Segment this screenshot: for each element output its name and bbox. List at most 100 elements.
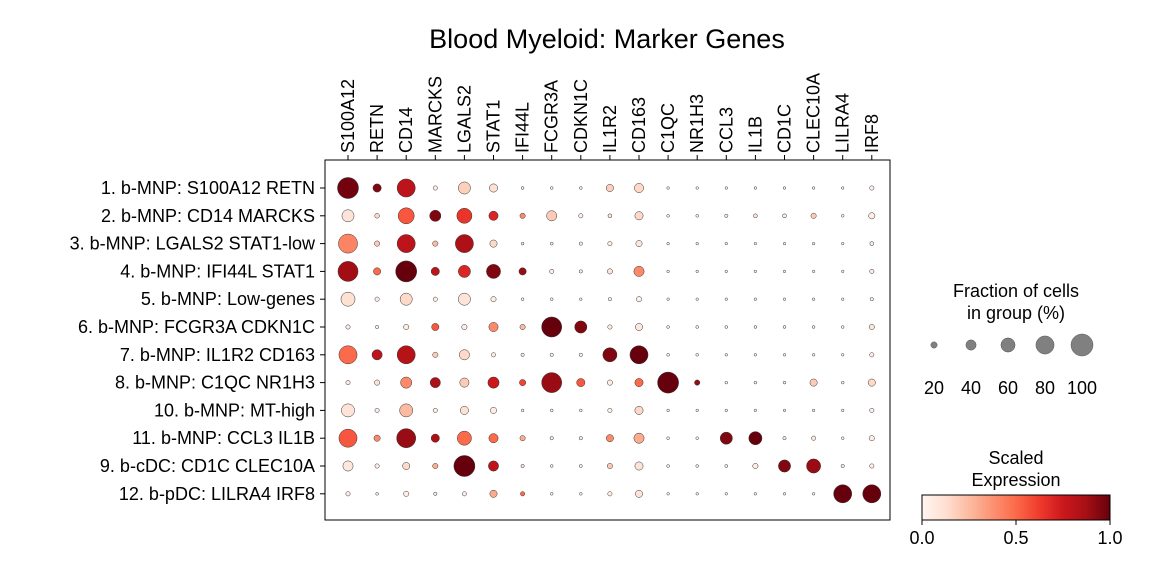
dot [812, 408, 816, 412]
gene-label: LGALS2 [454, 85, 474, 153]
gene-label: IL1R2 [600, 105, 620, 153]
dot [753, 353, 757, 357]
dot [841, 297, 845, 301]
dot [550, 408, 554, 413]
dot [579, 408, 583, 413]
dot [724, 492, 728, 496]
dot [520, 297, 525, 301]
dot [695, 464, 699, 468]
dot [399, 403, 414, 418]
dot [461, 324, 468, 330]
group-label: 8. b-MNP: C1QC NR1H3 [115, 373, 315, 393]
dot [666, 242, 670, 246]
dot [432, 185, 438, 191]
dot [753, 213, 758, 219]
dot [372, 183, 382, 193]
dot [455, 234, 474, 253]
dot [578, 213, 584, 219]
dot [806, 458, 821, 474]
dot [724, 242, 728, 246]
dot [579, 297, 583, 301]
dot [541, 372, 562, 393]
dot [695, 408, 699, 412]
dot [666, 297, 670, 301]
dot [550, 492, 554, 496]
dot [841, 408, 845, 412]
dot [487, 376, 500, 389]
dot [752, 463, 759, 469]
dot [519, 324, 526, 330]
dot [459, 349, 470, 361]
dot [782, 213, 787, 219]
dot [338, 428, 358, 448]
dot [634, 406, 644, 415]
dot [607, 241, 613, 247]
dot [724, 297, 728, 301]
color-legend-title-line1: Scaled [988, 448, 1043, 468]
dot [753, 269, 757, 273]
dot [666, 353, 670, 357]
dot [403, 490, 410, 497]
dot [486, 264, 501, 279]
colorbar-tick-label: 0.0 [909, 528, 934, 548]
color-legend-title-line2: Expression [971, 470, 1060, 490]
dot [458, 181, 471, 195]
dot [633, 266, 645, 277]
dot [753, 297, 757, 301]
size-legend-label: 60 [998, 378, 1018, 398]
group-label: 5. b-MNP: Low-genes [141, 289, 315, 309]
dot [374, 213, 380, 219]
dot [576, 378, 586, 387]
dot [695, 297, 699, 301]
dot [432, 296, 438, 302]
dot [666, 269, 670, 273]
dot [345, 491, 351, 497]
dot [811, 325, 816, 329]
gene-label: RETN [367, 104, 387, 153]
dot [578, 352, 583, 357]
dot [373, 434, 381, 442]
dot [634, 461, 644, 471]
colorbar-tick-label: 0.5 [1003, 528, 1028, 548]
dot [490, 406, 497, 414]
dot [724, 186, 728, 190]
dot [812, 186, 816, 190]
dot [602, 347, 618, 363]
dot [345, 380, 351, 386]
dot [488, 210, 499, 221]
dot [635, 323, 643, 331]
size-legend-label: 20 [924, 378, 944, 398]
dot [430, 267, 440, 276]
dot [868, 435, 875, 442]
dot [778, 459, 791, 473]
dot [375, 492, 379, 496]
dot [782, 325, 787, 329]
dot [666, 492, 670, 496]
dot [430, 433, 440, 443]
dot [666, 325, 670, 329]
dot [753, 492, 757, 496]
size-legend-title-line2: in group (%) [967, 303, 1065, 323]
dot [635, 240, 643, 248]
size-legend-dot [1000, 337, 1016, 353]
dot [457, 430, 472, 446]
size-legend-dot [1035, 335, 1055, 355]
dot [460, 406, 469, 415]
dot [606, 434, 614, 443]
gene-label: C1QC [658, 103, 678, 153]
dot [433, 491, 438, 496]
dot [695, 492, 699, 496]
dot [635, 489, 643, 498]
dot [666, 408, 670, 412]
dot [841, 380, 845, 385]
dot [782, 297, 787, 301]
group-label: 2. b-MNP: CD14 MARCKS [101, 206, 315, 226]
dot [724, 380, 728, 385]
dot [753, 380, 758, 385]
dot [782, 380, 787, 385]
dot [694, 379, 701, 386]
dot [868, 212, 876, 220]
dot [490, 296, 497, 303]
gene-label: IFI44L [513, 102, 533, 153]
dot [402, 462, 411, 470]
